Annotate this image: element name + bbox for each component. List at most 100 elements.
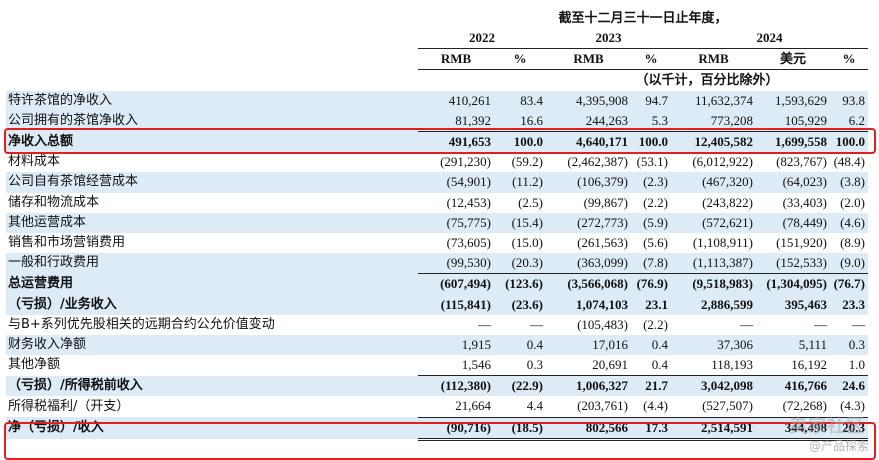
row-value: 1,006,327 bbox=[546, 375, 631, 397]
row-value: (112,380) bbox=[418, 375, 494, 397]
row-value: 6.2 bbox=[830, 110, 869, 132]
row-value: (75,775) bbox=[418, 212, 494, 233]
row-label: 特许茶馆的净收入 bbox=[6, 90, 418, 111]
row-value: (272,773) bbox=[546, 212, 631, 233]
table-row: 公司拥有的茶馆净收入 81,392 16.6 244,263 5.3 773,208 105… bbox=[6, 110, 869, 132]
row-label: 一般和行政费用 bbox=[6, 253, 418, 274]
row-value: (151,920) bbox=[776, 234, 827, 250]
watermark-sub: @产品探索 bbox=[808, 439, 869, 453]
row-value: (2.5) bbox=[518, 194, 543, 210]
table-row: 储存和物流成本 (12,453) (2.5) (99,867) (2.2) (243,82… bbox=[6, 193, 868, 213]
row-label: 销售和市场营销费用 bbox=[8, 234, 126, 250]
row-value: 1,074,103 bbox=[546, 294, 631, 315]
row-value: 23.3 bbox=[830, 294, 869, 315]
currency-col: RMB bbox=[418, 48, 494, 71]
table-row: 财务收入净额 1,915 0.4 17,016 0.4 37,306 5,111 0.3 bbox=[6, 334, 869, 355]
row-value: (11.2) bbox=[494, 172, 546, 193]
row-value: 0.4 bbox=[494, 334, 546, 355]
row-value: 83.4 bbox=[494, 90, 546, 111]
row-value: (78,449) bbox=[756, 212, 830, 233]
row-value: — bbox=[852, 316, 866, 332]
row-value: 105,929 bbox=[756, 110, 830, 132]
period-header-row: 截至十二月三十一日止年度， bbox=[6, 8, 868, 28]
row-value: — bbox=[814, 316, 827, 332]
row-value: 81,392 bbox=[418, 110, 494, 132]
row-value: (115,841) bbox=[418, 294, 494, 315]
row-value: (291,230) bbox=[440, 154, 491, 170]
row-value: (15.0) bbox=[511, 234, 543, 250]
row-value: 1,915 bbox=[418, 334, 494, 355]
row-value: 1.0 bbox=[848, 357, 866, 373]
row-value: (2.2) bbox=[643, 194, 668, 210]
row-value: (3,566,068) bbox=[546, 273, 631, 295]
income-statement-table: 截至十二月三十一日止年度， 2022 2023 2024 RMB % RMB %… bbox=[6, 8, 869, 441]
row-value: 4.4 bbox=[526, 398, 543, 414]
row-value: 2,514,591 bbox=[671, 416, 756, 441]
row-value: 100.0 bbox=[631, 130, 671, 153]
row-value: (607,494) bbox=[418, 273, 494, 295]
row-label: 公司自有茶馆经营成本 bbox=[6, 172, 418, 193]
row-label: 公司拥有的茶馆净收入 bbox=[6, 110, 418, 132]
row-value: (9,518,983) bbox=[671, 273, 756, 295]
row-value: (76.7) bbox=[830, 273, 869, 295]
row-value: 100.0 bbox=[494, 130, 546, 153]
row-value: (823,767) bbox=[776, 154, 827, 170]
row-value: (1,113,387) bbox=[671, 253, 756, 274]
row-value: (2.0) bbox=[840, 194, 866, 210]
row-value: (99,867) bbox=[583, 194, 628, 210]
row-value: 5,111 bbox=[756, 334, 830, 355]
row-value: (363,099) bbox=[546, 253, 631, 274]
row-value: (5.6) bbox=[643, 234, 668, 250]
row-value: 3,042,098 bbox=[671, 375, 756, 397]
table-row: 净收入总额 491,653 100.0 4,640,171 100.0 12,405,58… bbox=[6, 130, 869, 153]
table-row: 其他运营成本 (75,775) (15.4) (272,773) (5.9) (572,6… bbox=[6, 212, 869, 233]
row-value: (23.6) bbox=[494, 294, 546, 315]
row-value: (527,507) bbox=[702, 398, 753, 414]
currency-col: 美元 bbox=[756, 48, 830, 71]
row-value: (12,453) bbox=[446, 194, 491, 210]
row-label: 其他净额 bbox=[8, 357, 61, 373]
row-value: 21.7 bbox=[631, 375, 671, 397]
row-value: (2,462,387) bbox=[567, 154, 628, 170]
table-row: 材料成本 (291,230) (59.2) (2,462,387) (53.1) (6,0… bbox=[6, 152, 868, 172]
row-value: (123.6) bbox=[494, 273, 546, 295]
row-value: 16,192 bbox=[791, 357, 827, 373]
row-value: 773,208 bbox=[671, 110, 756, 132]
row-value: 416,766 bbox=[756, 375, 830, 397]
row-value: (33,403) bbox=[782, 194, 827, 210]
unit-note: （以千计，百分比除外） bbox=[635, 72, 779, 88]
row-value: (15.4) bbox=[494, 212, 546, 233]
table-row: （亏损）/所得税前收入 (112,380) (22.9) 1,006,327 21.7 3… bbox=[6, 375, 869, 397]
row-value: (48.4) bbox=[833, 154, 866, 170]
currency-col: RMB bbox=[671, 48, 756, 71]
currency-col: % bbox=[631, 48, 671, 71]
row-value: 0.3 bbox=[830, 334, 869, 355]
row-value: 491,653 bbox=[418, 130, 494, 153]
row-value: (152,533) bbox=[756, 253, 830, 274]
row-value: (6,012,922) bbox=[692, 154, 753, 170]
row-label: 材料成本 bbox=[8, 154, 61, 170]
row-value: (467,320) bbox=[671, 172, 756, 193]
row-label: 净收入总额 bbox=[6, 131, 418, 153]
row-value: 118,193 bbox=[711, 357, 753, 373]
row-label: 总运营费用 bbox=[6, 273, 418, 295]
currency-header-row: RMB % RMB % RMB 美元 % bbox=[6, 48, 869, 71]
row-label: 净（亏损）/收入 bbox=[6, 417, 418, 440]
row-value: 16.6 bbox=[494, 110, 546, 132]
row-label: 其他运营成本 bbox=[6, 212, 418, 233]
row-value: 24.6 bbox=[830, 375, 869, 397]
row-value: (59.2) bbox=[511, 154, 543, 170]
table-row: 总运营费用 (607,494) (123.6) (3,566,068) (76.9) (9… bbox=[6, 273, 869, 295]
row-value: 12,405,582 bbox=[671, 130, 756, 153]
row-value: (261,563) bbox=[577, 234, 628, 250]
table-row: 销售和市场营销费用 (73,605) (15.0) (261,563) (5.6) (1,… bbox=[6, 233, 868, 253]
row-value: 1,593,629 bbox=[756, 90, 830, 111]
row-value: (9.0) bbox=[830, 253, 869, 274]
year-2024: 2024 bbox=[671, 28, 869, 50]
row-value: 410,261 bbox=[418, 90, 494, 111]
row-value: 37,306 bbox=[671, 334, 756, 355]
row-value: (105,483) bbox=[577, 316, 628, 332]
currency-col: % bbox=[830, 48, 869, 71]
row-value: (18.5) bbox=[494, 416, 546, 441]
row-value: 20,691 bbox=[592, 357, 628, 373]
